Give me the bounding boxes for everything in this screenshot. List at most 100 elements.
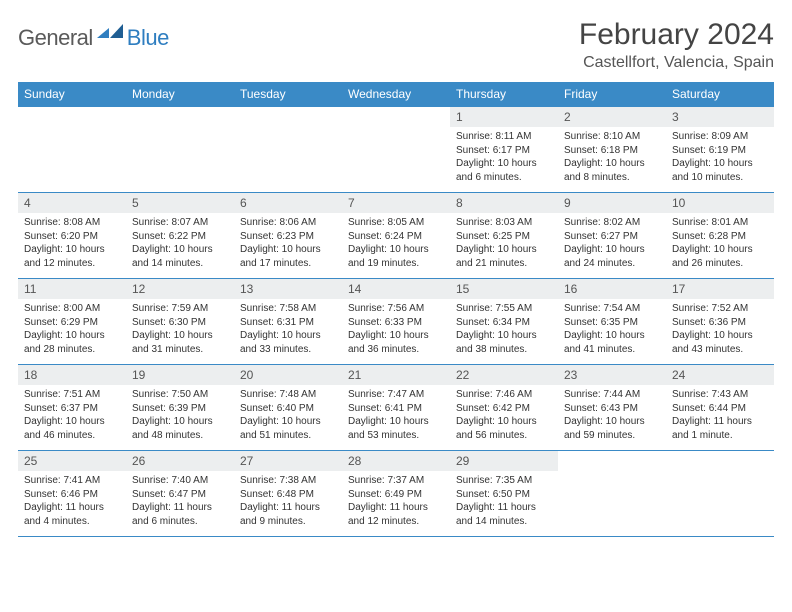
- weekday-header: Sunday: [18, 82, 126, 107]
- day-details: Sunrise: 8:11 AMSunset: 6:17 PMDaylight:…: [450, 127, 558, 188]
- day-details: Sunrise: 7:35 AMSunset: 6:50 PMDaylight:…: [450, 471, 558, 532]
- calendar-cell: 1Sunrise: 8:11 AMSunset: 6:17 PMDaylight…: [450, 107, 558, 193]
- day-details: Sunrise: 7:59 AMSunset: 6:30 PMDaylight:…: [126, 299, 234, 360]
- day-number: 23: [558, 365, 666, 385]
- day-details: Sunrise: 8:07 AMSunset: 6:22 PMDaylight:…: [126, 213, 234, 274]
- location: Castellfort, Valencia, Spain: [579, 54, 774, 72]
- calendar-cell: 23Sunrise: 7:44 AMSunset: 6:43 PMDayligh…: [558, 365, 666, 451]
- weekday-header: Monday: [126, 82, 234, 107]
- calendar-cell: 9Sunrise: 8:02 AMSunset: 6:27 PMDaylight…: [558, 193, 666, 279]
- calendar-cell: ..: [126, 107, 234, 193]
- day-number: 24: [666, 365, 774, 385]
- day-number: 22: [450, 365, 558, 385]
- calendar-cell: ..: [18, 107, 126, 193]
- day-number: 28: [342, 451, 450, 471]
- day-details: Sunrise: 8:10 AMSunset: 6:18 PMDaylight:…: [558, 127, 666, 188]
- day-details: Sunrise: 7:46 AMSunset: 6:42 PMDaylight:…: [450, 385, 558, 446]
- day-details: Sunrise: 8:05 AMSunset: 6:24 PMDaylight:…: [342, 213, 450, 274]
- calendar-table: SundayMondayTuesdayWednesdayThursdayFrid…: [18, 82, 774, 537]
- day-details: Sunrise: 7:43 AMSunset: 6:44 PMDaylight:…: [666, 385, 774, 446]
- day-number: 26: [126, 451, 234, 471]
- weekday-header: Friday: [558, 82, 666, 107]
- day-number: 25: [18, 451, 126, 471]
- title-group: February 2024 Castellfort, Valencia, Spa…: [579, 18, 774, 72]
- day-number: 8: [450, 193, 558, 213]
- day-number: 10: [666, 193, 774, 213]
- day-details: Sunrise: 7:38 AMSunset: 6:48 PMDaylight:…: [234, 471, 342, 532]
- calendar-cell: 11Sunrise: 8:00 AMSunset: 6:29 PMDayligh…: [18, 279, 126, 365]
- day-details: Sunrise: 8:02 AMSunset: 6:27 PMDaylight:…: [558, 213, 666, 274]
- calendar-cell: 2Sunrise: 8:10 AMSunset: 6:18 PMDaylight…: [558, 107, 666, 193]
- calendar-cell: 15Sunrise: 7:55 AMSunset: 6:34 PMDayligh…: [450, 279, 558, 365]
- page-header: General Blue February 2024 Castellfort, …: [18, 18, 774, 72]
- day-details: Sunrise: 7:40 AMSunset: 6:47 PMDaylight:…: [126, 471, 234, 532]
- day-details: Sunrise: 7:55 AMSunset: 6:34 PMDaylight:…: [450, 299, 558, 360]
- calendar-cell: 5Sunrise: 8:07 AMSunset: 6:22 PMDaylight…: [126, 193, 234, 279]
- day-number: 13: [234, 279, 342, 299]
- calendar-cell: 16Sunrise: 7:54 AMSunset: 6:35 PMDayligh…: [558, 279, 666, 365]
- calendar-head: SundayMondayTuesdayWednesdayThursdayFrid…: [18, 82, 774, 107]
- day-details: Sunrise: 7:44 AMSunset: 6:43 PMDaylight:…: [558, 385, 666, 446]
- day-details: Sunrise: 7:41 AMSunset: 6:46 PMDaylight:…: [18, 471, 126, 532]
- calendar-body: ........1Sunrise: 8:11 AMSunset: 6:17 PM…: [18, 107, 774, 537]
- day-details: Sunrise: 7:51 AMSunset: 6:37 PMDaylight:…: [18, 385, 126, 446]
- day-number: 7: [342, 193, 450, 213]
- weekday-header: Tuesday: [234, 82, 342, 107]
- day-number: 16: [558, 279, 666, 299]
- calendar-cell: 12Sunrise: 7:59 AMSunset: 6:30 PMDayligh…: [126, 279, 234, 365]
- day-number: 9: [558, 193, 666, 213]
- day-details: Sunrise: 7:50 AMSunset: 6:39 PMDaylight:…: [126, 385, 234, 446]
- calendar-cell: 10Sunrise: 8:01 AMSunset: 6:28 PMDayligh…: [666, 193, 774, 279]
- calendar-cell: 21Sunrise: 7:47 AMSunset: 6:41 PMDayligh…: [342, 365, 450, 451]
- day-details: Sunrise: 7:47 AMSunset: 6:41 PMDaylight:…: [342, 385, 450, 446]
- brand-blue: Blue: [127, 25, 169, 51]
- day-number: 27: [234, 451, 342, 471]
- day-details: Sunrise: 8:09 AMSunset: 6:19 PMDaylight:…: [666, 127, 774, 188]
- day-number: 21: [342, 365, 450, 385]
- brand-general: General: [18, 25, 93, 51]
- day-number: 29: [450, 451, 558, 471]
- weekday-header: Wednesday: [342, 82, 450, 107]
- calendar-cell: 26Sunrise: 7:40 AMSunset: 6:47 PMDayligh…: [126, 451, 234, 537]
- day-details: Sunrise: 7:52 AMSunset: 6:36 PMDaylight:…: [666, 299, 774, 360]
- calendar-cell: 4Sunrise: 8:08 AMSunset: 6:20 PMDaylight…: [18, 193, 126, 279]
- day-number: 17: [666, 279, 774, 299]
- calendar-cell: 19Sunrise: 7:50 AMSunset: 6:39 PMDayligh…: [126, 365, 234, 451]
- calendar-cell: 14Sunrise: 7:56 AMSunset: 6:33 PMDayligh…: [342, 279, 450, 365]
- calendar-cell: 27Sunrise: 7:38 AMSunset: 6:48 PMDayligh…: [234, 451, 342, 537]
- day-details: Sunrise: 7:37 AMSunset: 6:49 PMDaylight:…: [342, 471, 450, 532]
- day-details: Sunrise: 7:54 AMSunset: 6:35 PMDaylight:…: [558, 299, 666, 360]
- day-number: 5: [126, 193, 234, 213]
- day-number: 12: [126, 279, 234, 299]
- calendar-cell: 18Sunrise: 7:51 AMSunset: 6:37 PMDayligh…: [18, 365, 126, 451]
- calendar-cell: 13Sunrise: 7:58 AMSunset: 6:31 PMDayligh…: [234, 279, 342, 365]
- calendar-cell: 20Sunrise: 7:48 AMSunset: 6:40 PMDayligh…: [234, 365, 342, 451]
- calendar-cell: ..: [342, 107, 450, 193]
- brand-logo: General Blue: [18, 22, 169, 53]
- weekday-header: Saturday: [666, 82, 774, 107]
- day-number: 18: [18, 365, 126, 385]
- day-details: Sunrise: 7:58 AMSunset: 6:31 PMDaylight:…: [234, 299, 342, 360]
- calendar-cell: 29Sunrise: 7:35 AMSunset: 6:50 PMDayligh…: [450, 451, 558, 537]
- weekday-header: Thursday: [450, 82, 558, 107]
- day-details: Sunrise: 8:06 AMSunset: 6:23 PMDaylight:…: [234, 213, 342, 274]
- day-number: 20: [234, 365, 342, 385]
- calendar-cell: 3Sunrise: 8:09 AMSunset: 6:19 PMDaylight…: [666, 107, 774, 193]
- day-number: 19: [126, 365, 234, 385]
- day-number: 15: [450, 279, 558, 299]
- day-details: Sunrise: 8:00 AMSunset: 6:29 PMDaylight:…: [18, 299, 126, 360]
- calendar-cell: 6Sunrise: 8:06 AMSunset: 6:23 PMDaylight…: [234, 193, 342, 279]
- calendar-cell: 28Sunrise: 7:37 AMSunset: 6:49 PMDayligh…: [342, 451, 450, 537]
- day-number: 4: [18, 193, 126, 213]
- day-number: 1: [450, 107, 558, 127]
- day-details: Sunrise: 8:08 AMSunset: 6:20 PMDaylight:…: [18, 213, 126, 274]
- calendar-cell: 17Sunrise: 7:52 AMSunset: 6:36 PMDayligh…: [666, 279, 774, 365]
- calendar-cell: 7Sunrise: 8:05 AMSunset: 6:24 PMDaylight…: [342, 193, 450, 279]
- day-number: 11: [18, 279, 126, 299]
- day-details: Sunrise: 7:56 AMSunset: 6:33 PMDaylight:…: [342, 299, 450, 360]
- month-title: February 2024: [579, 18, 774, 52]
- calendar-cell: 22Sunrise: 7:46 AMSunset: 6:42 PMDayligh…: [450, 365, 558, 451]
- brand-mark-icon: [97, 22, 123, 43]
- calendar-cell: ..: [666, 451, 774, 537]
- day-number: 14: [342, 279, 450, 299]
